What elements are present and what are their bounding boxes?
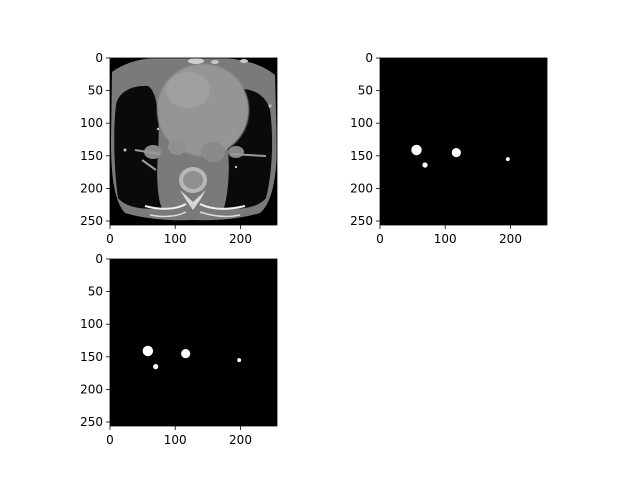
mask-a-y-tick-label: 0 — [365, 51, 373, 65]
mask-b-x-tick-label: 100 — [164, 433, 187, 447]
mask-a-blobs — [411, 144, 510, 168]
panel-ct-image: 0 100 200 0 50 100 150 200 250 — [80, 51, 278, 246]
mask-a-y-tick-label: 250 — [350, 214, 373, 228]
mask-a-y-tick-label: 100 — [350, 116, 373, 130]
mask-a-x-tick-label: 100 — [434, 232, 457, 246]
mask-b-y-tick-label: 50 — [88, 285, 103, 299]
mask-b-blob — [237, 358, 242, 363]
mask-b-y-tick-label: 150 — [80, 350, 103, 364]
ct-y-tick-label: 0 — [95, 51, 103, 65]
mask-a-ticks — [376, 57, 511, 229]
ct-scan-image — [111, 58, 277, 221]
mask-a-blob — [422, 162, 428, 168]
mask-b-blob — [181, 349, 191, 359]
mask-a-y-tick-label: 150 — [350, 149, 373, 163]
mask-b-ticks — [106, 258, 241, 430]
mask-b-blobs — [142, 345, 242, 370]
ct-y-tick-label: 150 — [80, 149, 103, 163]
panel-mask-b: 0 100 200 0 50 100 150 200 250 — [80, 252, 278, 447]
ct-y-tick-label: 250 — [80, 214, 103, 228]
mask-b-y-tick-label: 0 — [95, 252, 103, 266]
mask-b-image — [110, 259, 277, 426]
mask-a-y-tick-label: 200 — [350, 181, 373, 195]
ct-x-tick-label: 200 — [229, 232, 252, 246]
mask-a-x-tick-label: 0 — [376, 232, 384, 246]
mask-b-y-tick-label: 200 — [80, 382, 103, 396]
ct-y-tick-label: 200 — [80, 181, 103, 195]
mask-a-blob — [451, 148, 461, 158]
mask-a-frame — [379, 57, 548, 226]
ct-y-tick-label: 100 — [80, 116, 103, 130]
panel-mask-a: 0 100 200 0 50 100 150 200 250 — [350, 51, 548, 246]
mask-a-blob — [411, 144, 422, 156]
ct-ticks — [106, 57, 241, 229]
mask-a-image — [380, 58, 547, 225]
mask-b-y-tick-label: 100 — [80, 317, 103, 331]
mask-b-blob — [153, 364, 159, 370]
ct-x-tick-label: 100 — [164, 232, 187, 246]
mask-a-y-tick-label: 50 — [358, 84, 373, 98]
mask-b-x-tick-label: 200 — [229, 433, 252, 447]
mask-b-x-tick-label: 0 — [106, 433, 114, 447]
mask-b-frame — [109, 258, 278, 427]
mask-a-blob — [505, 157, 510, 162]
mask-a-x-tick-label: 200 — [499, 232, 522, 246]
ct-x-tick-label: 0 — [106, 232, 114, 246]
ct-image-frame — [109, 57, 278, 226]
mask-b-blob — [142, 345, 154, 357]
ct-y-tick-label: 50 — [88, 84, 103, 98]
mask-b-y-tick-label: 250 — [80, 415, 103, 429]
